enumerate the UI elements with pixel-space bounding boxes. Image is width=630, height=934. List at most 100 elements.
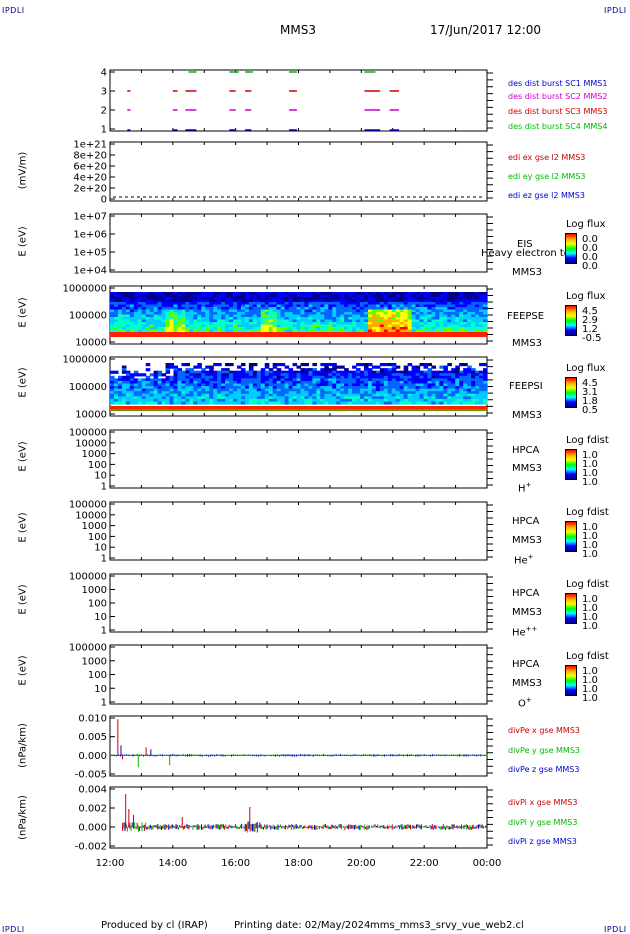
spectrogram-cell (300, 292, 306, 296)
spectrogram-cell (213, 388, 218, 392)
spectrogram-cell (371, 393, 377, 397)
spectrogram-cell (205, 370, 210, 374)
spectrogram-cell (399, 383, 405, 387)
spectrogram-cell (225, 317, 230, 321)
spectrogram-cell (431, 327, 437, 331)
spectrogram-cell (483, 401, 488, 405)
spectrogram-cell (415, 324, 421, 328)
spectrogram-cell (213, 401, 218, 405)
spectrogram-cell (260, 297, 266, 301)
spectrogram-cell (110, 307, 115, 311)
spectrogram-cell (336, 388, 341, 392)
spectrogram-cell (391, 398, 397, 403)
spectrogram-cell (467, 309, 472, 313)
spectrogram-cell (391, 304, 397, 308)
spectrogram-cell (121, 375, 127, 379)
spectrogram-cell (221, 373, 226, 377)
spectrogram-cell (411, 329, 417, 333)
spectrogram-cell (110, 391, 115, 395)
spectrogram-cell (201, 396, 206, 400)
spectrogram-cell (252, 391, 258, 395)
spectrogram-cell (403, 319, 409, 323)
spectrogram-cell (272, 304, 278, 308)
spectrogram-cell (451, 386, 456, 390)
spectrogram-cell (153, 322, 159, 326)
spectrogram-cell (387, 319, 393, 323)
spectrogram-cell (447, 294, 452, 298)
spectrogram-cell (471, 327, 476, 331)
spectrogram-cell (185, 396, 190, 400)
spectrogram-cell (233, 386, 238, 390)
spectrogram-cell (447, 319, 452, 323)
ytick-label: 100 (88, 599, 107, 610)
spectrogram-cell (471, 319, 476, 323)
spectrogram-cell (312, 388, 317, 392)
spectrogram-cell (165, 383, 171, 387)
spectrogram-cell (443, 378, 448, 382)
spectrogram-cell (268, 294, 274, 298)
ytick-label: 1e+07 (73, 212, 107, 223)
spectrogram-cell (459, 373, 464, 377)
spectrogram-cell (157, 299, 163, 303)
spectrogram-cell (363, 302, 369, 306)
spectrogram-cell (443, 365, 448, 369)
spectrogram-cell (145, 292, 151, 296)
spectrogram-cell (324, 322, 329, 326)
spectrogram-cell (185, 393, 190, 397)
spectrogram-cell (439, 312, 444, 316)
spectrogram-cell (197, 322, 202, 326)
ytick-label: 1e+21 (73, 140, 107, 151)
spectrogram-cell (447, 317, 452, 321)
spectrogram-cell (328, 292, 333, 296)
spectrogram-cell (367, 373, 373, 377)
spectrogram-cell (252, 304, 258, 308)
spectrogram-cell (296, 294, 302, 298)
spectrogram-cell (284, 304, 290, 308)
spectrogram-cell (451, 329, 456, 333)
spectrogram-cell (177, 294, 183, 298)
spectrogram-cell (157, 401, 163, 405)
spectrogram-cell (292, 373, 298, 377)
spectrogram-cell (129, 324, 135, 328)
spectrogram-cell (193, 307, 198, 311)
spectrogram-cell (292, 322, 298, 326)
spectrogram-cell (403, 304, 409, 308)
spectrogram-cell (312, 314, 317, 318)
spectrogram-cell (312, 370, 317, 374)
spectrogram-cell (288, 322, 294, 326)
spectrogram-cell (209, 401, 214, 405)
corner-label-top-left: IPDLI (2, 6, 25, 15)
spectrogram-cell (113, 324, 119, 328)
spectrogram-cell (248, 297, 254, 301)
spectrogram-cell (153, 393, 159, 397)
spectrogram-cell (352, 302, 357, 306)
spectrogram-cell (328, 322, 333, 326)
spectrogram-cell (268, 324, 274, 328)
spectrogram-cell (169, 401, 175, 405)
spectrogram-cell (483, 307, 488, 311)
spectrogram-cell (427, 401, 433, 405)
spectrogram-cell (244, 329, 250, 333)
spectrogram-cell (161, 380, 167, 385)
spectrogram-cell (367, 314, 373, 318)
spectrogram-cell (328, 307, 333, 311)
spectrogram-cell (403, 309, 409, 313)
spectrogram-cell (332, 378, 337, 382)
spectrogram-cell (110, 299, 115, 303)
instrument-hpca-he2: HPCA (512, 588, 540, 599)
spectrogram-cell (383, 373, 389, 377)
spectrogram-cell (344, 314, 349, 318)
spectrogram-cell (248, 391, 254, 395)
spectrogram-cell (356, 324, 361, 328)
spectrogram-cell (240, 307, 246, 311)
spectrogram-cell (455, 317, 460, 321)
spectrogram-cell (248, 386, 254, 390)
species-hpca-he2: He++ (512, 625, 538, 639)
spectrogram-cell (213, 391, 218, 395)
spectrogram-cell (209, 299, 214, 303)
spectrogram-cell (308, 370, 313, 374)
spectrogram-cell (276, 380, 282, 385)
spectrogram-cell (133, 378, 139, 382)
spectrogram-cell (427, 375, 433, 379)
